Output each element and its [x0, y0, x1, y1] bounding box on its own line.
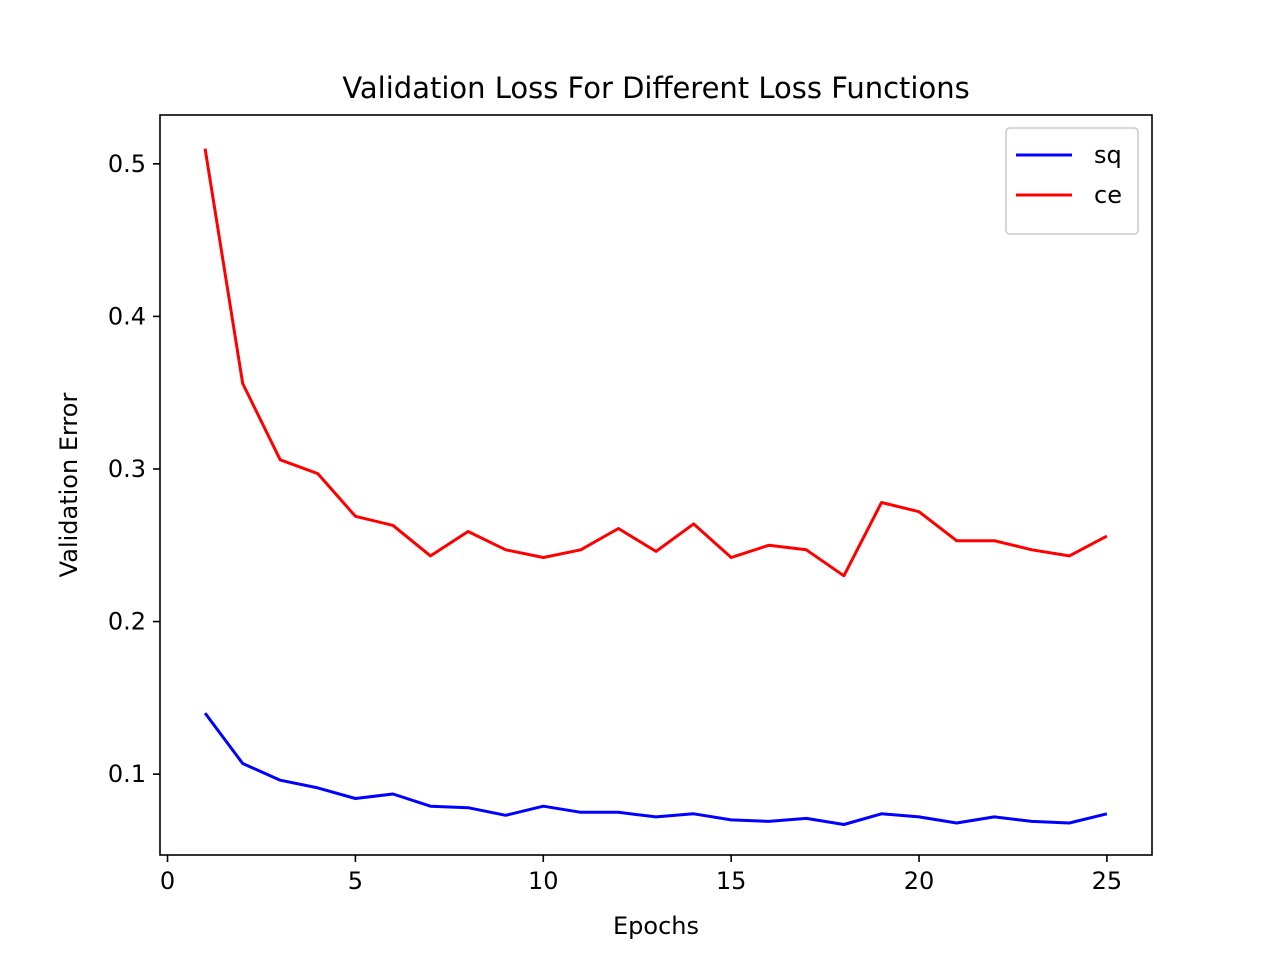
y-tick-label: 0.1 — [108, 760, 146, 788]
x-tick-label: 0 — [160, 867, 175, 895]
legend-label-ce: ce — [1094, 181, 1122, 209]
x-tick-label: 25 — [1092, 867, 1123, 895]
y-tick-label: 0.3 — [108, 455, 146, 483]
x-tick-label: 20 — [904, 867, 935, 895]
plot-area: 0 5 10 15 20 25 0.1 0.2 0.3 0.4 0.5 — [108, 114, 1153, 895]
x-tick-label: 15 — [716, 867, 747, 895]
chart-title: Validation Loss For Different Loss Funct… — [342, 71, 969, 105]
x-tick-label: 10 — [528, 867, 559, 895]
legend-label-sq: sq — [1094, 141, 1122, 169]
x-axis-label: Epochs — [613, 912, 699, 940]
legend: sq ce — [1005, 127, 1139, 235]
y-axis-label: Validation Error — [55, 393, 83, 578]
y-tick-label: 0.4 — [108, 302, 146, 330]
x-tick-label: 5 — [348, 867, 363, 895]
y-tick-label: 0.2 — [108, 608, 146, 636]
series-line-sq — [203, 712, 1108, 826]
series-line-ce — [203, 148, 1108, 578]
axes-frame — [159, 114, 1153, 856]
y-tick-label: 0.5 — [108, 150, 146, 178]
